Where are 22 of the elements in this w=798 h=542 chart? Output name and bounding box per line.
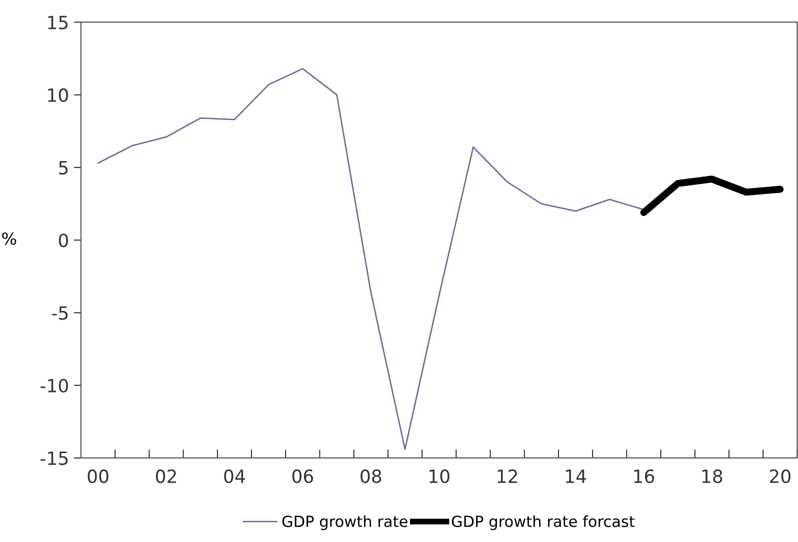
y-tick-label: -5 bbox=[52, 306, 68, 320]
y-tick-label: 0 bbox=[58, 234, 68, 248]
y-tick-label: -10 bbox=[40, 378, 68, 392]
x-tick-label: 02 bbox=[156, 469, 176, 484]
y-tick-label: -15 bbox=[40, 452, 68, 466]
y-tick-label: 5 bbox=[59, 161, 68, 175]
x-tick-label: 06 bbox=[292, 469, 314, 484]
legend-label: GDP growth rate forcast bbox=[452, 515, 635, 530]
x-tick-label: 08 bbox=[360, 469, 382, 484]
x-tick-label: 20 bbox=[770, 469, 790, 484]
x-tick-label: 04 bbox=[224, 469, 245, 484]
x-tick-label: 12 bbox=[498, 469, 517, 483]
legend-label: GDP growth rate bbox=[282, 515, 408, 530]
x-tick-label: 00 bbox=[88, 469, 108, 484]
x-tick-label: 10 bbox=[430, 469, 450, 484]
x-tick-label: 16 bbox=[634, 469, 654, 484]
x-tick-label: 18 bbox=[702, 469, 722, 484]
y-tick-label: 15 bbox=[48, 16, 68, 30]
y-tick-label: 10 bbox=[48, 88, 68, 102]
y-axis-title: % bbox=[2, 232, 16, 245]
x-tick-label: 14 bbox=[566, 470, 586, 483]
line-series bbox=[97, 68, 644, 450]
